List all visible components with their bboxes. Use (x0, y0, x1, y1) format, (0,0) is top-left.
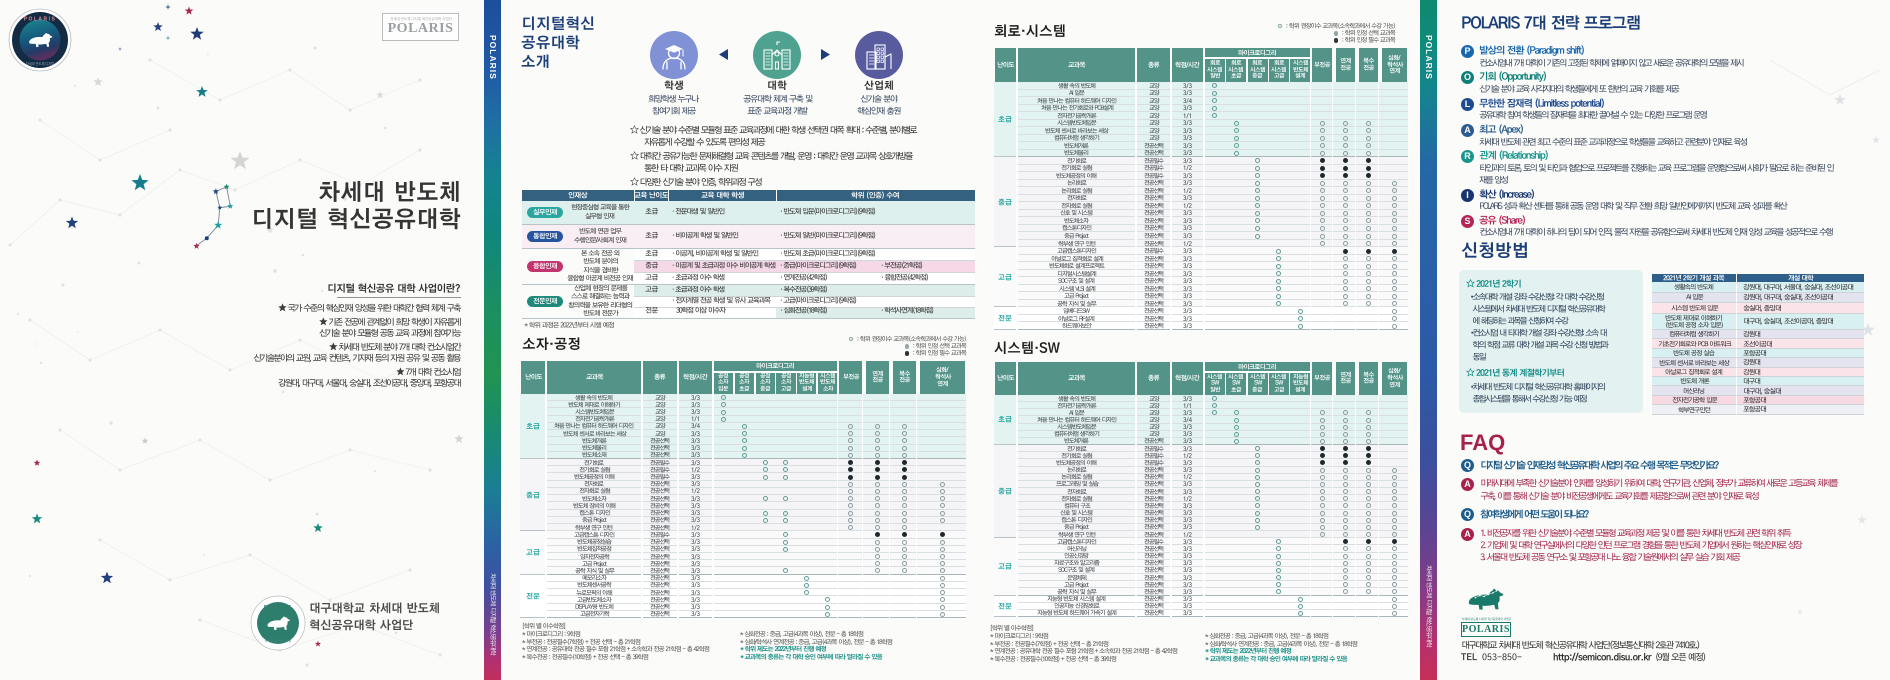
svg-text:차세대 반도체 디지털: 차세대 반도체 디지털 (265, 638, 292, 643)
svg-text:차세대 반도체 디지털: 차세대 반도체 디지털 (26, 61, 54, 66)
svg-text:POLARIS: POLARIS (264, 604, 292, 609)
svg-text:POLARIS: POLARIS (24, 17, 57, 23)
